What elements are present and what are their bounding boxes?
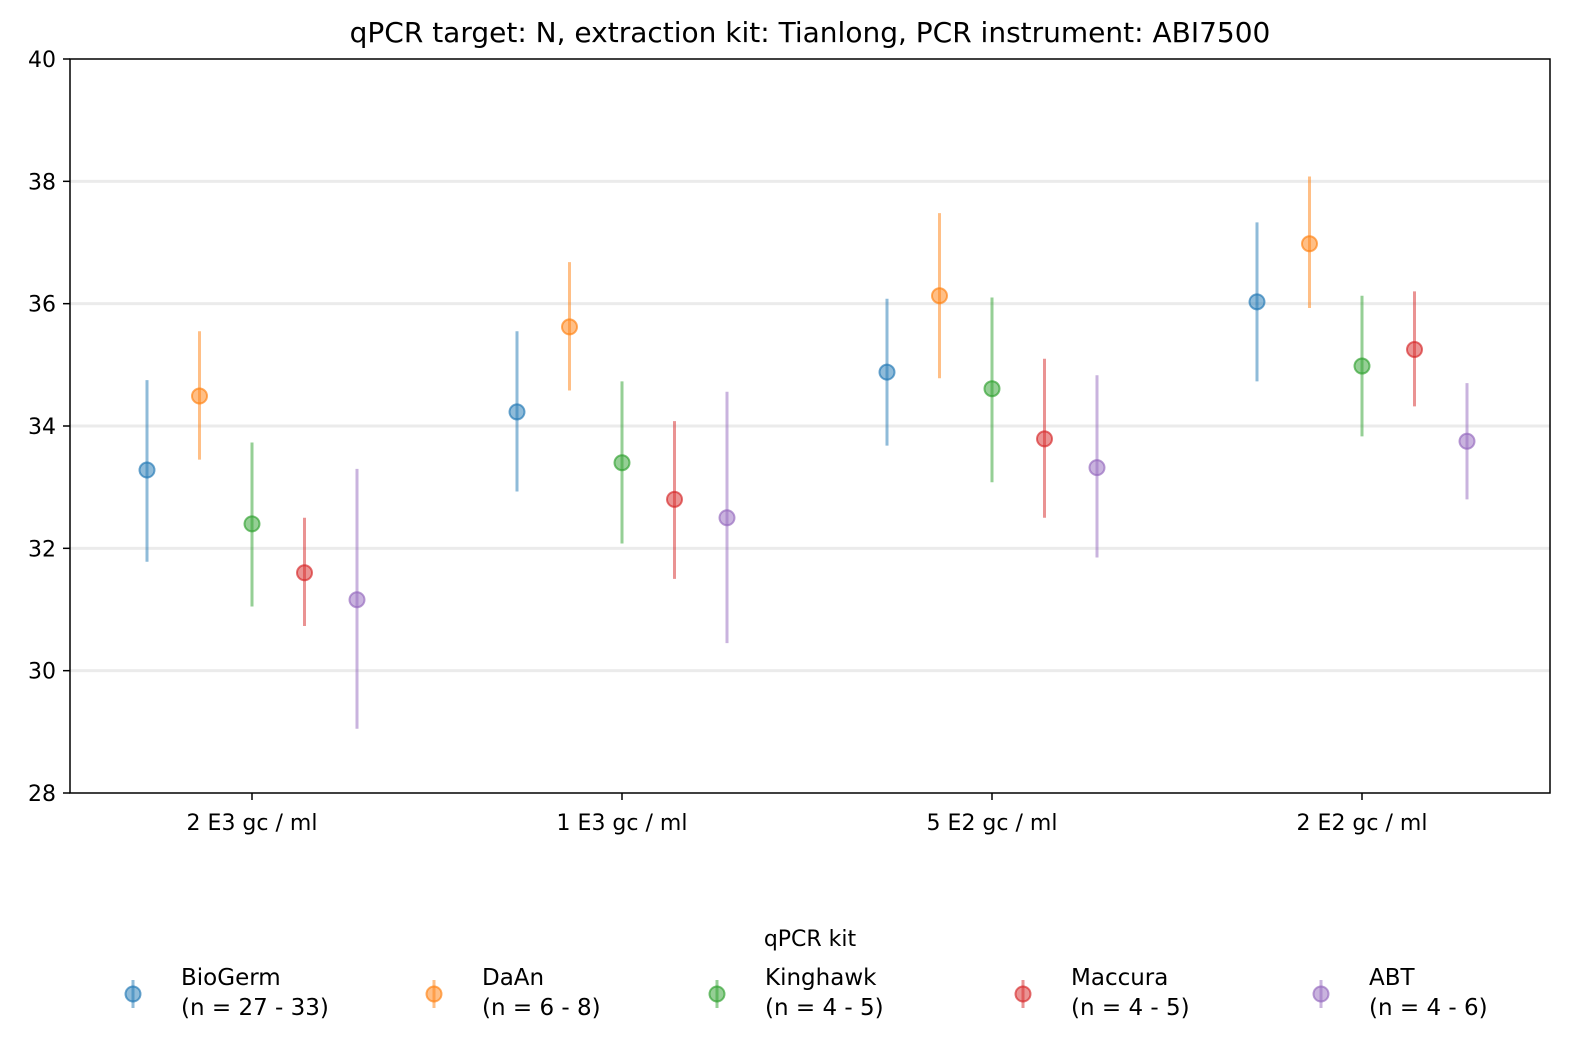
legend-marker [124,985,142,1003]
legend-item-daan: DaAn (n = 6 - 8) [425,965,601,1021]
data-point [666,490,683,508]
x-tick-label: 5 E2 gc / ml [927,811,1058,836]
y-tick-label: 38 [28,170,56,195]
legend-count: (n = 4 - 6) [1369,995,1488,1021]
data-point [561,318,578,336]
legend-count: (n = 4 - 5) [1071,995,1190,1021]
y-tick-label: 40 [28,48,56,73]
data-point [1036,430,1053,448]
series-daan [191,176,1318,460]
series-maccura [296,291,1423,627]
data-point [348,591,366,609]
legend-item-biogerm: BioGerm (n = 27 - 33) [124,965,329,1021]
legend-marker [708,985,726,1003]
legend-item-maccura: Maccura (n = 4 - 5) [1014,965,1190,1021]
y-tick-label: 36 [28,293,56,318]
chart-title: qPCR target: N, extraction kit: Tianlong… [350,16,1271,49]
legend-label: Maccura [1071,965,1168,991]
data-point [1088,459,1106,477]
legend-count: (n = 4 - 5) [765,995,884,1021]
legend-title: qPCR kit [764,927,857,952]
data-point [613,454,631,472]
series-kinghawk [243,295,1371,607]
y-tick-label: 32 [28,537,56,562]
legend-label: DaAn [482,965,544,991]
data-point [1248,293,1266,311]
data-point [983,380,1001,398]
data-point [1406,341,1423,359]
x-axis: 2 E3 gc / ml 1 E3 gc / ml 5 E2 gc / ml 2 E2… [187,793,1428,836]
legend: qPCR kit BioGerm (n = 27 - 33) DaAn (n = 6 … [124,927,1488,1021]
legend-count: (n = 6 - 8) [482,995,601,1021]
data-point [1458,432,1476,450]
y-tick-label: 28 [28,782,56,807]
legend-marker [1014,985,1032,1003]
data-point [138,461,156,479]
data-point [296,564,313,582]
y-tick-label: 30 [28,660,56,685]
series-abt [348,375,1476,729]
x-tick-label: 1 E3 gc / ml [557,811,688,836]
data-point [508,403,526,421]
x-tick-label: 2 E3 gc / ml [187,811,318,836]
legend-label: ABT [1369,965,1416,991]
y-tick-label: 34 [28,415,56,440]
y-axis: 28 30 32 34 36 38 40 [28,48,70,807]
grid [70,179,1550,673]
legend-marker [1312,985,1330,1003]
legend-count: (n = 27 - 33) [181,995,329,1021]
legend-item-abt: ABT (n = 4 - 6) [1312,965,1488,1021]
data-point [1301,235,1318,253]
data-point [1353,357,1371,375]
legend-item-kinghawk: Kinghawk (n = 4 - 5) [708,965,884,1021]
series-biogerm [138,222,1266,562]
data-point [878,363,896,381]
legend-marker [425,985,443,1003]
legend-label: Kinghawk [765,965,877,991]
legend-label: BioGerm [181,965,281,991]
data-point [243,515,261,533]
data-point [931,287,948,305]
data-point [718,509,736,527]
x-tick-label: 2 E2 gc / ml [1297,811,1428,836]
data-point [191,387,208,405]
series-layer [138,176,1476,729]
